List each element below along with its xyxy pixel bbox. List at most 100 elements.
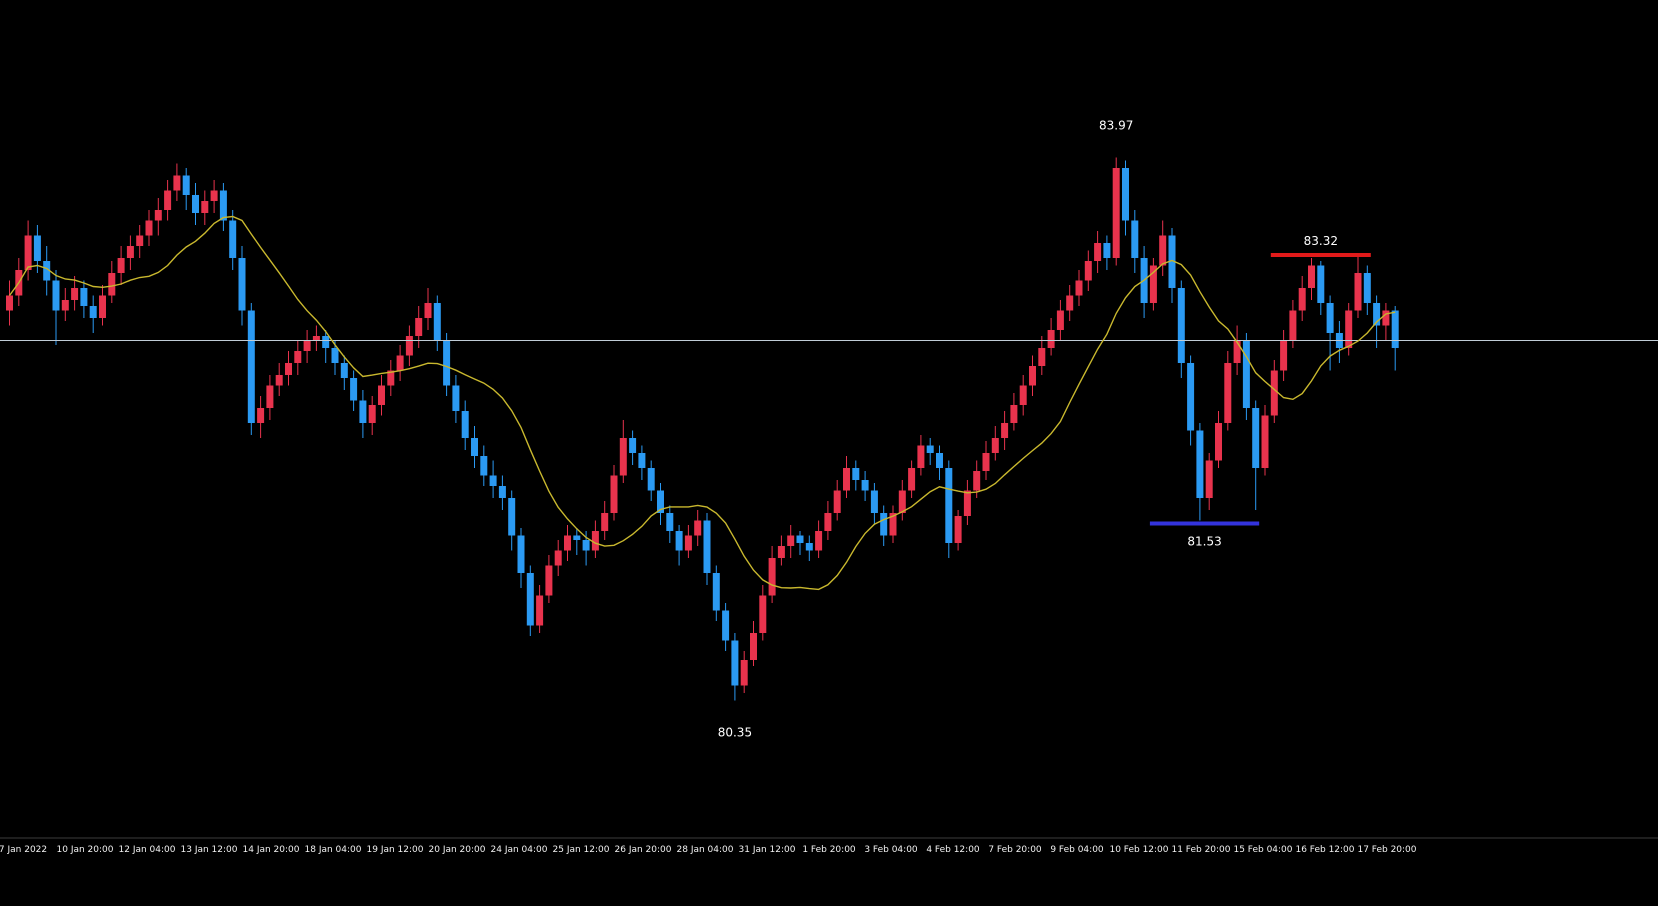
candle-body [433, 303, 441, 341]
candle-body [285, 363, 292, 375]
candle-body [1224, 363, 1232, 423]
candle-body [1261, 415, 1269, 468]
candle-body [508, 498, 516, 536]
time-label: 20 Jan 20:00 [429, 845, 486, 855]
candle-body [312, 336, 320, 341]
candle-body [759, 595, 767, 633]
time-label: 15 Feb 04:00 [1233, 845, 1292, 855]
candle-body [824, 513, 832, 531]
candle-body [805, 543, 813, 551]
candle-body [238, 258, 246, 311]
candle-body [815, 531, 823, 551]
candle-body [452, 385, 460, 411]
candle-body [629, 438, 637, 453]
candle-body [1168, 235, 1176, 288]
time-label: 7 Jan 2022 [0, 845, 47, 855]
candle-body [898, 490, 906, 513]
candle-body [703, 520, 711, 573]
moving-average-line [8, 215, 1396, 591]
candle-body [870, 490, 878, 513]
candle-body [1252, 408, 1260, 468]
candle-body [610, 475, 618, 513]
candle-body [1131, 220, 1139, 258]
candle-body [750, 633, 757, 660]
candle-body [1038, 348, 1046, 366]
candle-body [368, 405, 376, 423]
candle-body [1270, 370, 1278, 416]
candle-body [6, 295, 13, 311]
candle-body [480, 456, 488, 476]
candle-body [1317, 265, 1325, 303]
candle-body [24, 235, 32, 270]
candle-body [1242, 340, 1250, 408]
candle-body [954, 516, 962, 543]
time-label: 26 Jan 20:00 [615, 845, 672, 855]
candle-body [1112, 168, 1120, 258]
candle-body [322, 336, 330, 348]
candle-body [601, 513, 609, 531]
time-label: 24 Jan 04:00 [491, 845, 548, 855]
candle-body [89, 306, 97, 318]
candle-body [982, 453, 990, 471]
candle-body [489, 475, 497, 486]
time-label: 10 Feb 12:00 [1109, 845, 1168, 855]
candle-body [461, 411, 469, 438]
candle-body [1075, 280, 1083, 296]
candle-body [564, 535, 571, 551]
time-label: 28 Jan 04:00 [677, 845, 734, 855]
candle-body [796, 535, 804, 543]
candle-body [303, 340, 311, 351]
candle-body [1177, 288, 1185, 363]
candle-body [71, 288, 79, 300]
candle-body [145, 220, 153, 236]
high-price-label: 83.97 [1099, 119, 1133, 133]
candle-body [331, 348, 339, 363]
candle-body [294, 351, 302, 363]
candle-body [182, 175, 190, 195]
candle-body [1196, 430, 1204, 498]
support-price-label: 81.53 [1187, 535, 1221, 549]
candle-body [424, 303, 432, 318]
candle-body [1019, 385, 1027, 405]
candle-body [415, 318, 423, 336]
candle-body [1205, 460, 1213, 498]
candle-body [43, 261, 51, 281]
candle-body [52, 280, 60, 311]
candle-body [731, 640, 739, 686]
candle-body [1094, 243, 1102, 261]
candle-body [173, 175, 181, 191]
candle-body [963, 490, 971, 516]
candle-body [266, 385, 274, 408]
candle-body [219, 190, 227, 221]
candle-body [192, 195, 199, 213]
time-label: 17 Feb 20:00 [1357, 845, 1416, 855]
candle-body [1084, 261, 1092, 281]
candle-body [536, 595, 544, 626]
time-label: 9 Feb 04:00 [1050, 845, 1104, 855]
candle-body [852, 468, 860, 480]
time-label: 11 Feb 20:00 [1171, 845, 1230, 855]
time-label: 3 Feb 04:00 [864, 845, 918, 855]
time-label: 1 Feb 20:00 [802, 845, 856, 855]
candle-body [647, 468, 655, 491]
time-label: 13 Jan 12:00 [181, 845, 238, 855]
candle-body [582, 540, 590, 551]
candle-body [861, 480, 869, 491]
candle-body [201, 201, 209, 213]
candle-body [833, 490, 841, 513]
candle-body [591, 531, 599, 551]
candle-body [675, 531, 683, 551]
candle-body [1056, 310, 1064, 330]
candle-body [684, 535, 692, 551]
candle-body [61, 300, 69, 311]
candle-body [1047, 330, 1055, 348]
candle-body [1382, 310, 1390, 326]
time-label: 7 Feb 20:00 [988, 845, 1042, 855]
candle-body [229, 220, 237, 258]
candle-body [712, 573, 720, 611]
candle-body [443, 340, 451, 386]
candle-body [787, 535, 795, 546]
candle-body [1215, 423, 1222, 461]
